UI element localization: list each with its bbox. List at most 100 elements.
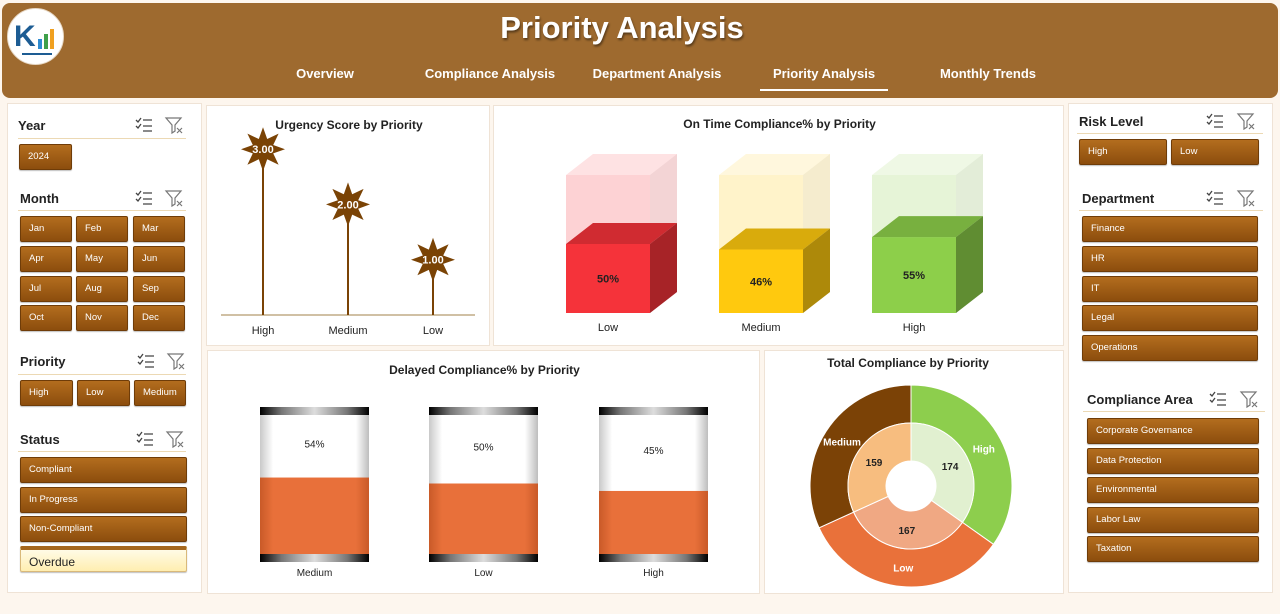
- tab-compliance-analysis[interactable]: Compliance Analysis: [424, 66, 556, 81]
- on-time-category-label-high: High: [903, 322, 926, 334]
- month-item-oct[interactable]: Oct: [20, 305, 72, 331]
- delayed-chart-title: Delayed Compliance% by Priority: [389, 363, 580, 377]
- on-time-chart-plot: 50% Low 46% Medium 55% High: [566, 154, 983, 334]
- month-item-apr[interactable]: Apr: [20, 246, 72, 272]
- on-time-compliance-chart-panel: On Time Compliance% by Priority 50% Low 46…: [493, 105, 1064, 346]
- priority-slicer-title: Priority: [20, 354, 66, 369]
- delayed-data-label-high: 45%: [643, 446, 663, 457]
- delayed-compliance-chart-panel: Delayed Compliance% by Priority: [207, 350, 760, 594]
- month-item-jul[interactable]: Jul: [20, 276, 72, 302]
- month-slicer-title: Month: [20, 191, 59, 206]
- multi-select-icon[interactable]: [134, 116, 154, 134]
- page-title: Priority Analysis: [500, 10, 744, 45]
- delayed-category-label-low: Low: [474, 568, 493, 579]
- tab-overview[interactable]: Overview: [296, 66, 354, 81]
- delayed-data-label-medium: 54%: [304, 439, 324, 450]
- month-item-dec[interactable]: Dec: [133, 305, 185, 331]
- urgency-marker-medium: [326, 182, 370, 227]
- urgency-score-chart-panel: Urgency Score by Priority 3.00 High 2.00 Me…: [206, 105, 490, 346]
- donut-value-label-low: 167: [899, 526, 916, 537]
- department-item-legal[interactable]: Legal: [1082, 305, 1258, 331]
- clear-filter-icon[interactable]: [165, 430, 185, 448]
- month-item-may[interactable]: May: [76, 246, 128, 272]
- delayed-bar-low: [429, 407, 538, 562]
- multi-select-icon[interactable]: [1208, 390, 1228, 408]
- tab-priority-analysis[interactable]: Priority Analysis: [760, 63, 888, 91]
- on-time-data-label-low: 50%: [597, 274, 619, 286]
- delayed-bar-high: [599, 407, 708, 562]
- status-item-compliant[interactable]: Compliant: [20, 457, 187, 483]
- year-slicer-title: Year: [18, 118, 46, 133]
- multi-select-icon[interactable]: [1205, 112, 1225, 130]
- total-compliance-chart-title: Total Compliance by Priority: [827, 356, 989, 370]
- compliance-area-item-data-protection[interactable]: Data Protection: [1087, 448, 1259, 474]
- clear-filter-icon[interactable]: [164, 116, 184, 134]
- delayed-category-label-high: High: [643, 568, 664, 579]
- on-time-bar-high: [872, 154, 983, 313]
- donut-inner-slice-high: [910, 422, 975, 524]
- month-item-sep[interactable]: Sep: [133, 276, 185, 302]
- tab-department-analysis[interactable]: Department Analysis: [592, 66, 722, 81]
- donut-inner-slice-low: [853, 495, 964, 550]
- on-time-bar-low: [566, 154, 677, 313]
- clear-filter-icon[interactable]: [166, 352, 186, 370]
- priority-item-high[interactable]: High: [20, 380, 73, 406]
- on-time-category-label-low: Low: [598, 322, 618, 334]
- compliance-area-item-environmental[interactable]: Environmental: [1087, 477, 1259, 503]
- department-slicer-title: Department: [1082, 191, 1155, 206]
- month-item-jan[interactable]: Jan: [20, 216, 72, 242]
- donut-value-label-medium: 159: [866, 458, 883, 469]
- priority-item-low[interactable]: Low: [77, 380, 130, 406]
- compliance-area-item-taxation[interactable]: Taxation: [1087, 536, 1259, 562]
- urgency-data-label-low: 1.00: [422, 255, 443, 267]
- donut-value-label-high: 174: [942, 462, 959, 473]
- department-item-hr[interactable]: HR: [1082, 246, 1258, 272]
- compliance-area-item-corporate-governance[interactable]: Corporate Governance: [1087, 418, 1259, 444]
- risk-level-item-low[interactable]: Low: [1171, 139, 1259, 165]
- delayed-data-label-low: 50%: [473, 442, 493, 453]
- urgency-category-label-high: High: [252, 325, 275, 337]
- multi-select-icon[interactable]: [134, 189, 154, 207]
- multi-select-icon[interactable]: [136, 352, 156, 370]
- urgency-marker-high: [241, 127, 285, 172]
- department-item-finance[interactable]: Finance: [1082, 216, 1258, 242]
- status-item-non-compliant[interactable]: Non-Compliant: [20, 516, 187, 542]
- delayed-chart-plot: 54% Medium 50% Low 45% High: [260, 407, 708, 579]
- multi-select-icon[interactable]: [1205, 189, 1225, 207]
- month-item-feb[interactable]: Feb: [76, 216, 128, 242]
- department-item-it[interactable]: IT: [1082, 276, 1258, 302]
- urgency-marker-low: [411, 237, 455, 282]
- clear-filter-icon[interactable]: [1236, 112, 1256, 130]
- clear-filter-icon[interactable]: [1236, 189, 1256, 207]
- risk-level-item-high[interactable]: High: [1079, 139, 1167, 165]
- month-item-mar[interactable]: Mar: [133, 216, 185, 242]
- svg-text:K: K: [14, 20, 36, 53]
- urgency-category-label-low: Low: [423, 325, 443, 337]
- clear-filter-icon[interactable]: [164, 189, 184, 207]
- left-slicer-panel: Year 2024 Month Jan Feb Mar Apr May Jun …: [7, 103, 202, 593]
- right-slicer-panel: Risk Level High Low Department Finance H…: [1068, 103, 1273, 593]
- month-item-nov[interactable]: Nov: [76, 305, 128, 331]
- year-item[interactable]: 2024: [19, 144, 72, 170]
- status-item-overdue[interactable]: Overdue: [20, 546, 187, 572]
- month-item-jun[interactable]: Jun: [133, 246, 185, 272]
- urgency-category-label-medium: Medium: [328, 325, 367, 337]
- urgency-chart-plot: 3.00 High 2.00 Medium 1.00 Low: [221, 127, 475, 337]
- tab-monthly-trends[interactable]: Monthly Trends: [939, 66, 1037, 81]
- donut-inner-slice-medium: [847, 422, 912, 513]
- multi-select-icon[interactable]: [135, 430, 155, 448]
- priority-item-medium[interactable]: Medium: [134, 380, 186, 406]
- department-item-operations[interactable]: Operations: [1082, 335, 1258, 361]
- clear-filter-icon[interactable]: [1239, 390, 1259, 408]
- compliance-area-item-labor-law[interactable]: Labor Law: [1087, 507, 1259, 533]
- delayed-category-label-medium: Medium: [297, 568, 333, 579]
- on-time-data-label-high: 55%: [903, 270, 925, 282]
- month-item-aug[interactable]: Aug: [76, 276, 128, 302]
- status-slicer-title: Status: [20, 432, 60, 447]
- on-time-category-label-medium: Medium: [741, 322, 780, 334]
- header-bar: K Priority Analysis Overview Compliance …: [2, 3, 1278, 98]
- total-compliance-donut: High 174 Low 167 Medium 159: [809, 384, 1013, 588]
- urgency-data-label-high: 3.00: [252, 144, 273, 156]
- status-item-in-progress[interactable]: In Progress: [20, 487, 187, 513]
